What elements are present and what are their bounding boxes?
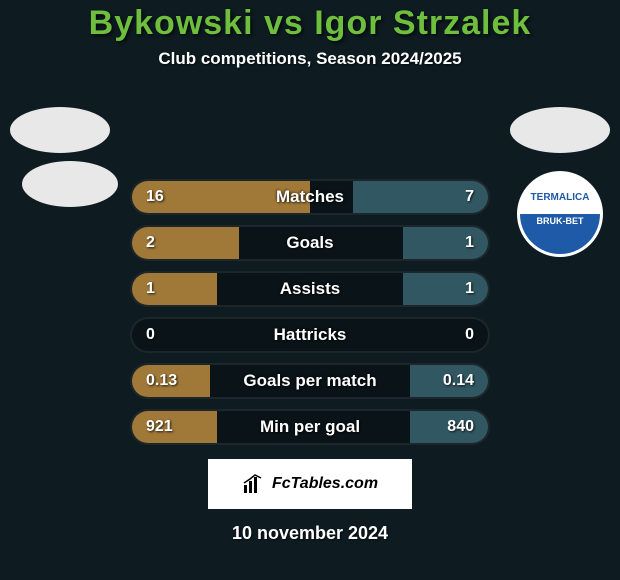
bar-value-right: 1 bbox=[465, 234, 474, 252]
bar-value-left: 1 bbox=[146, 280, 155, 298]
bar-label: Min per goal bbox=[132, 417, 488, 437]
stat-row-hattricks: Hattricks0 0 bbox=[130, 317, 490, 353]
page-title: Bykowski vs Igor Strzalek bbox=[0, 0, 620, 43]
stat-row-goals-per-match: Goals per match0.13 0.14 bbox=[130, 363, 490, 399]
bar-value-left: 0 bbox=[146, 326, 155, 344]
badge-text-top: TERMALICA bbox=[520, 192, 600, 203]
stats-area: TERMALICA BRUK-BET Matches167Goals21Assi… bbox=[0, 93, 620, 445]
avatar-right bbox=[510, 107, 610, 153]
bar-value-right: 1 bbox=[465, 280, 474, 298]
bar-value-left: 0.13 bbox=[146, 372, 177, 390]
footer-banner[interactable]: FcTables.com bbox=[208, 459, 412, 509]
bar-value-right: 7 bbox=[465, 188, 474, 206]
bar-value-right: 0.14 bbox=[443, 372, 474, 390]
banner-text: FcTables.com bbox=[272, 475, 378, 493]
club-badge-right: TERMALICA BRUK-BET bbox=[517, 171, 603, 257]
bar-value-left: 16 bbox=[146, 188, 164, 206]
bar-value-left: 2 bbox=[146, 234, 155, 252]
bar-value-left: 921 bbox=[146, 418, 173, 436]
bar-label: Hattricks bbox=[132, 325, 488, 345]
bar-label: Goals bbox=[132, 233, 488, 253]
stat-row-min-per-goal: Min per goal921 840 bbox=[130, 409, 490, 445]
chart-icon bbox=[242, 473, 264, 495]
subtitle: Club competitions, Season 2024/2025 bbox=[0, 49, 620, 69]
bar-label: Assists bbox=[132, 279, 488, 299]
avatar-left bbox=[10, 107, 110, 153]
bar-value-right: 840 bbox=[447, 418, 474, 436]
stat-row-goals: Goals2 1 bbox=[130, 225, 490, 261]
date-text: 10 november 2024 bbox=[0, 523, 620, 544]
stat-row-matches: Matches16 7 bbox=[130, 179, 490, 215]
bar-label: Matches bbox=[132, 187, 488, 207]
stat-row-assists: Assists1 1 bbox=[130, 271, 490, 307]
bar-value-right: 0 bbox=[465, 326, 474, 344]
badge-text-bot: BRUK-BET bbox=[520, 216, 600, 226]
bar-label: Goals per match bbox=[132, 371, 488, 391]
club-badge-left bbox=[22, 161, 118, 207]
